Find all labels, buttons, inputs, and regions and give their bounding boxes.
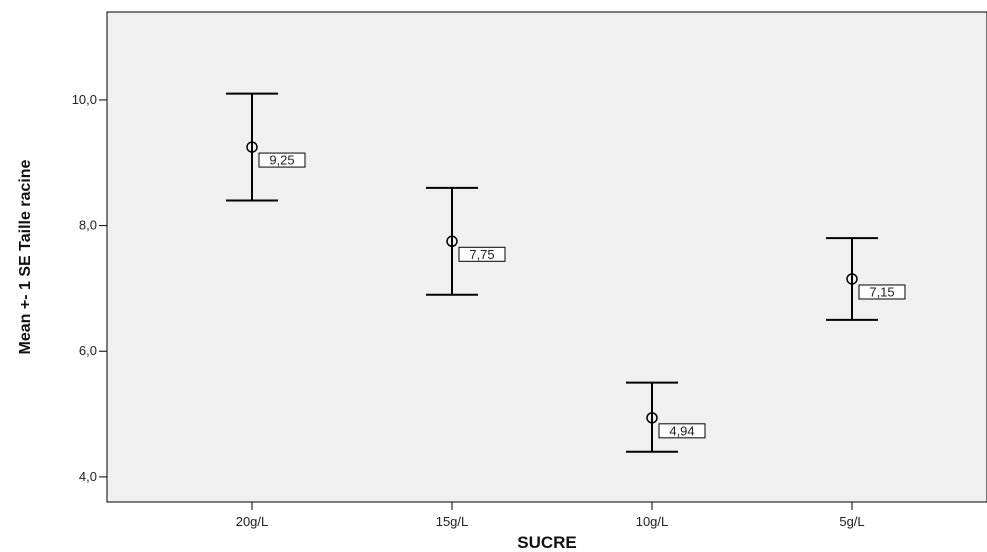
mean-marker	[846, 273, 858, 285]
mean-marker	[246, 141, 258, 153]
x-tick-label: 5g/L	[839, 514, 864, 529]
y-axis: 4,0 6,0 8,0 10,0	[72, 92, 107, 484]
data-label-box	[258, 152, 306, 168]
data-label: 7,75	[469, 247, 494, 262]
x-axis: 20g/L 15g/L 10g/L 5g/L	[236, 502, 865, 529]
data-label: 9,25	[269, 153, 294, 168]
data-label-box	[858, 284, 906, 300]
x-tick-label: 15g/L	[436, 514, 469, 529]
y-axis-title: Mean +- 1 SE Taille racine	[17, 159, 34, 354]
y-tick-label: 8,0	[79, 218, 97, 233]
data-label-box	[658, 423, 706, 439]
mean-marker	[446, 235, 458, 248]
mean-marker	[646, 412, 658, 424]
plot-area	[106, 11, 987, 503]
data-label: 7,15	[869, 284, 894, 299]
y-tick-label: 4,0	[79, 469, 97, 484]
data-label: 4,94	[669, 423, 694, 438]
error-bar-group: 7,15	[826, 237, 906, 321]
y-tick-label: 10,0	[72, 92, 97, 107]
y-tick-label: 6,0	[79, 343, 97, 358]
error-bars: 9,25 7,75 4,94 7,15	[226, 92, 906, 453]
data-label-box	[458, 246, 506, 262]
x-axis-title: SUCRE	[517, 533, 577, 552]
error-bar-group: 7,75	[426, 186, 506, 296]
x-tick-label: 20g/L	[236, 514, 269, 529]
x-tick-label: 10g/L	[636, 514, 669, 529]
error-bar-group: 9,25	[226, 92, 306, 202]
error-bar-group: 4,94	[626, 381, 706, 453]
